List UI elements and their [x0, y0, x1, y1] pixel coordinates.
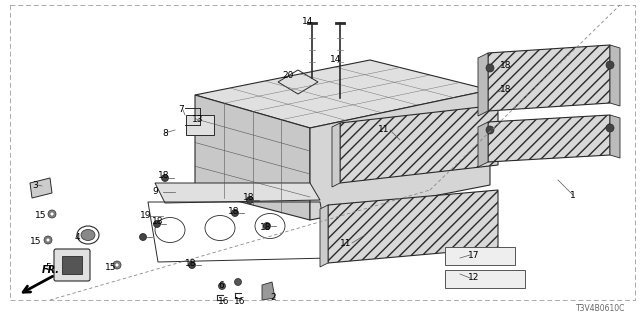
Circle shape — [486, 126, 494, 134]
Text: 18: 18 — [185, 259, 196, 268]
Circle shape — [48, 210, 56, 218]
Polygon shape — [30, 178, 52, 198]
Circle shape — [161, 174, 168, 181]
Text: 16: 16 — [234, 298, 246, 307]
Circle shape — [115, 263, 119, 267]
Text: 13: 13 — [192, 116, 204, 124]
Circle shape — [44, 236, 52, 244]
Circle shape — [234, 278, 241, 285]
Polygon shape — [155, 183, 320, 203]
Ellipse shape — [81, 229, 95, 241]
Text: 8: 8 — [162, 129, 168, 138]
Text: FR.: FR. — [42, 265, 60, 275]
Text: 18: 18 — [500, 85, 511, 94]
Polygon shape — [195, 95, 310, 220]
Text: 2: 2 — [270, 293, 276, 302]
Text: 18: 18 — [152, 218, 163, 227]
Text: 11: 11 — [378, 125, 390, 134]
Text: 18: 18 — [228, 206, 239, 215]
Polygon shape — [262, 282, 275, 300]
Text: 12: 12 — [468, 274, 479, 283]
Text: 14: 14 — [330, 55, 341, 65]
Text: 14: 14 — [302, 18, 314, 27]
Text: 18: 18 — [260, 223, 271, 233]
Circle shape — [50, 212, 54, 216]
Circle shape — [46, 238, 50, 242]
Circle shape — [113, 261, 121, 269]
Polygon shape — [488, 45, 610, 111]
Text: 11: 11 — [340, 238, 351, 247]
Polygon shape — [328, 190, 498, 263]
Text: 20: 20 — [282, 70, 293, 79]
Circle shape — [264, 222, 271, 229]
Text: 5: 5 — [45, 263, 51, 273]
Text: 18: 18 — [500, 60, 511, 69]
Circle shape — [606, 124, 614, 132]
Circle shape — [154, 220, 161, 228]
Polygon shape — [478, 53, 488, 116]
Circle shape — [189, 261, 195, 268]
Text: 17: 17 — [468, 251, 479, 260]
Polygon shape — [340, 105, 498, 183]
Text: 16: 16 — [218, 298, 230, 307]
Polygon shape — [320, 205, 328, 267]
Text: 19: 19 — [140, 212, 152, 220]
Bar — [186, 115, 214, 135]
Polygon shape — [610, 45, 620, 106]
Bar — [445, 270, 525, 288]
Polygon shape — [488, 115, 610, 162]
Text: 18: 18 — [243, 193, 255, 202]
Polygon shape — [332, 123, 340, 187]
Text: 15: 15 — [105, 263, 116, 273]
Text: 3: 3 — [32, 180, 38, 189]
Polygon shape — [610, 115, 620, 158]
Text: 15: 15 — [35, 211, 47, 220]
Text: 1: 1 — [570, 190, 576, 199]
Text: 4: 4 — [75, 234, 81, 243]
Text: T3V4B0610C: T3V4B0610C — [575, 304, 625, 313]
Bar — [445, 247, 515, 265]
Text: 15: 15 — [30, 237, 42, 246]
Polygon shape — [195, 60, 490, 128]
Text: 18: 18 — [158, 171, 170, 180]
Circle shape — [218, 283, 225, 290]
Text: 6: 6 — [218, 281, 224, 290]
Text: 7: 7 — [178, 106, 184, 115]
Circle shape — [606, 61, 614, 69]
Bar — [62, 256, 82, 274]
Polygon shape — [478, 122, 488, 167]
Circle shape — [140, 234, 147, 241]
Polygon shape — [310, 90, 490, 220]
Text: 9: 9 — [152, 188, 157, 196]
Circle shape — [246, 196, 253, 204]
FancyBboxPatch shape — [54, 249, 90, 281]
Circle shape — [486, 64, 494, 72]
Circle shape — [232, 210, 239, 217]
